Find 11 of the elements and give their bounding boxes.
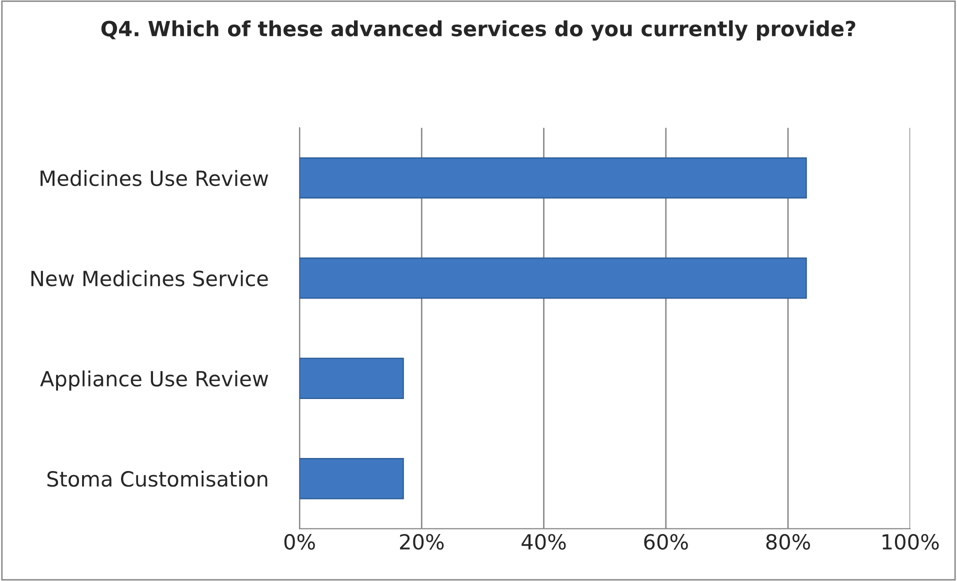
x-tick-label: 40% bbox=[522, 534, 566, 550]
chart-title: Q4. Which of these advanced services do you currently provide? bbox=[101, 20, 856, 41]
y-tick-label: Appliance Use Review bbox=[40, 370, 268, 391]
x-tick-label: 80% bbox=[766, 534, 810, 550]
x-tick-label: 100% bbox=[882, 534, 939, 550]
y-tick-label: New Medicines Service bbox=[31, 270, 268, 286]
x-tick-label: 0% bbox=[284, 534, 315, 550]
y-tick-label: Stoma Customisation bbox=[47, 470, 268, 487]
x-tick-label: 60% bbox=[644, 534, 688, 550]
y-tick-label: Medicines Use Review bbox=[40, 170, 268, 186]
x-tick-label: 20% bbox=[400, 534, 444, 550]
